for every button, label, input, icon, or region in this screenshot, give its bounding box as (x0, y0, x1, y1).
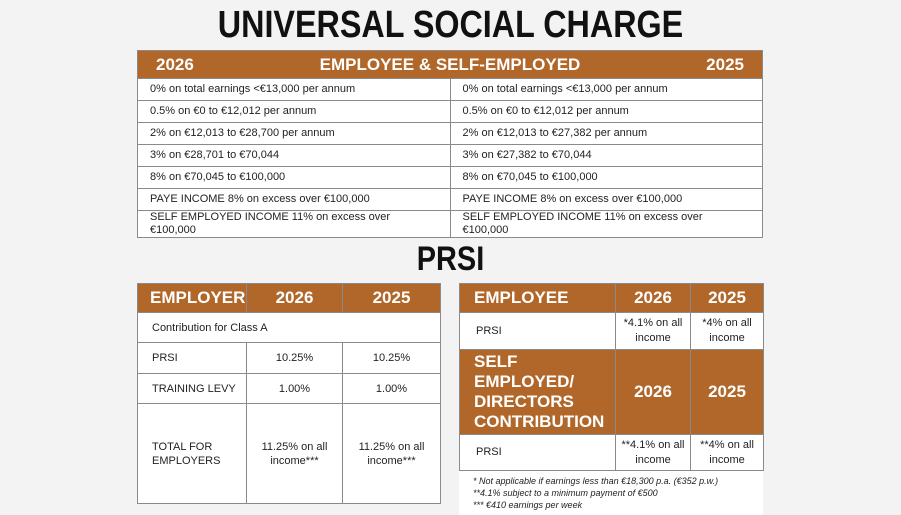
usc-row: PAYE INCOME 8% on excess over €100,000 PA… (137, 188, 763, 211)
employer-table: EMPLOYER 2026 2025 Contribution for Clas… (137, 283, 441, 504)
employer-section: EMPLOYER 2026 2025 Contribution for Clas… (137, 283, 441, 504)
footnotes: * Not applicable if earnings less than €… (459, 471, 763, 515)
prsi-title: PRSI (416, 240, 485, 278)
total-employers-2025: 11.25% on all income*** (342, 403, 441, 504)
usc-header-title: EMPLOYEE & SELF-EMPLOYED (319, 54, 581, 74)
training-levy-2025: 1.00% (342, 373, 441, 404)
class-a-row: Contribution for Class A (137, 312, 441, 343)
self-employed-prsi-2026: **4.1% on all income (615, 434, 691, 471)
self-employed-header: SELF EMPLOYED/ DIRECTORS CONTRIBUTION (459, 349, 616, 435)
employee-header: EMPLOYEE (459, 283, 616, 313)
usc-2026-cell: 3% on €28,701 to €70,044 (137, 144, 451, 167)
usc-2026-cell: 8% on €70,045 to €100,000 (137, 166, 451, 189)
total-employers-label: TOTAL FOR EMPLOYERS (137, 403, 247, 504)
usc-2025-cell: PAYE INCOME 8% on excess over €100,000 (449, 188, 763, 211)
usc-row: 2% on €12,013 to €28,700 per annum 2% on … (137, 122, 763, 145)
footnote: **4.1% subject to a minimum payment of €… (473, 488, 658, 498)
page-title: UNIVERSAL SOCIAL CHARGE (217, 4, 684, 46)
usc-2026-cell: SELF EMPLOYED INCOME 11% on excess over … (137, 210, 451, 238)
employer-header-2026: 2026 (246, 283, 343, 313)
usc-2025-cell: 0.5% on €0 to €12,012 per annum (449, 100, 763, 123)
usc-year-2026: 2026 (156, 54, 194, 74)
usc-2026-cell: 0% on total earnings <€13,000 per annum (137, 78, 451, 101)
employee-prsi-label: PRSI (459, 312, 616, 350)
employer-header: EMPLOYER (137, 283, 247, 313)
training-levy-2026: 1.00% (246, 373, 343, 404)
employee-section: EMPLOYEE 2026 2025 PRSI *4.1% on all inco… (459, 283, 764, 515)
usc-2025-cell: 8% on €70,045 to €100,000 (449, 166, 763, 189)
usc-2025-cell: 0% on total earnings <€13,000 per annum (449, 78, 763, 101)
self-employed-prsi-label: PRSI (459, 434, 616, 471)
footnote: *** €410 earnings per week (473, 500, 583, 510)
usc-table: 2026 EMPLOYEE & SELF-EMPLOYED 2025 0% on… (137, 50, 763, 238)
employee-table: EMPLOYEE 2026 2025 PRSI *4.1% on all inco… (459, 283, 764, 471)
usc-row: 3% on €28,701 to €70,044 3% on €27,382 to… (137, 144, 763, 167)
employee-header-2025: 2025 (690, 283, 764, 313)
usc-2025-cell: 3% on €27,382 to €70,044 (449, 144, 763, 167)
training-levy-label: TRAINING LEVY (137, 373, 247, 404)
usc-header: 2026 EMPLOYEE & SELF-EMPLOYED 2025 (137, 50, 763, 79)
employer-prsi-2026: 10.25% (246, 342, 343, 374)
usc-row: 0% on total earnings <€13,000 per annum 0… (137, 78, 763, 101)
usc-2025-cell: 2% on €12,013 to €27,382 per annum (449, 122, 763, 145)
self-employed-header-2025: 2025 (690, 349, 764, 435)
employee-prsi-2026: *4.1% on all income (615, 312, 691, 350)
employee-header-2026: 2026 (615, 283, 691, 313)
usc-2026-cell: PAYE INCOME 8% on excess over €100,000 (137, 188, 451, 211)
employer-prsi-label: PRSI (137, 342, 247, 374)
employee-prsi-2025: *4% on all income (690, 312, 764, 350)
usc-2025-cell: SELF EMPLOYED INCOME 11% on excess over … (449, 210, 763, 238)
usc-year-2025: 2025 (706, 54, 744, 74)
footnote: * Not applicable if earnings less than €… (473, 476, 719, 486)
usc-row: 8% on €70,045 to €100,000 8% on €70,045 t… (137, 166, 763, 189)
self-employed-header-2026: 2026 (615, 349, 691, 435)
usc-row: 0.5% on €0 to €12,012 per annum 0.5% on €… (137, 100, 763, 123)
total-employers-2026: 11.25% on all income*** (246, 403, 343, 504)
employer-header-2025: 2025 (342, 283, 441, 313)
usc-2026-cell: 2% on €12,013 to €28,700 per annum (137, 122, 451, 145)
usc-row: SELF EMPLOYED INCOME 11% on excess over … (137, 210, 763, 238)
self-employed-prsi-2025: **4% on all income (690, 434, 764, 471)
employer-prsi-2025: 10.25% (342, 342, 441, 374)
usc-2026-cell: 0.5% on €0 to €12,012 per annum (137, 100, 451, 123)
